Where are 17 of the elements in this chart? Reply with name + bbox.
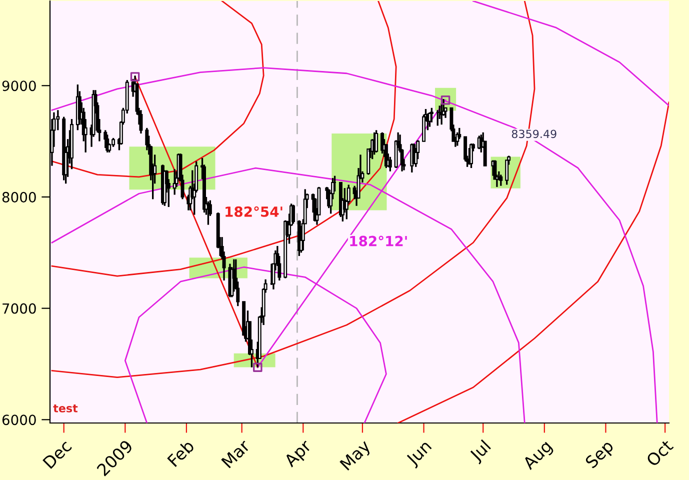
x-tick-label: Mar (221, 438, 251, 468)
x-tick-label: Sep (584, 439, 616, 472)
y-tick-label: 8000 (2, 192, 36, 202)
x-tick-label: Feb (166, 438, 195, 468)
x-tick-label: Aug (522, 440, 555, 473)
x-tick-label: Jun (405, 440, 434, 469)
y-tick-label: 7000 (2, 303, 36, 314)
annotation: 182°12' (350, 236, 407, 246)
x-tick-label: Jul (468, 439, 494, 464)
y-tick-label: 6000 (2, 414, 36, 426)
y-tick-label: 9000 (2, 80, 36, 92)
x-tick-label: Apr (283, 438, 315, 470)
annotation: test (53, 404, 78, 412)
annotation: 182°54' (226, 206, 282, 217)
annotation: 8359.49 (512, 130, 556, 138)
x-tick-label: Oct (646, 438, 674, 468)
x-tick-label: Dec (42, 439, 72, 470)
